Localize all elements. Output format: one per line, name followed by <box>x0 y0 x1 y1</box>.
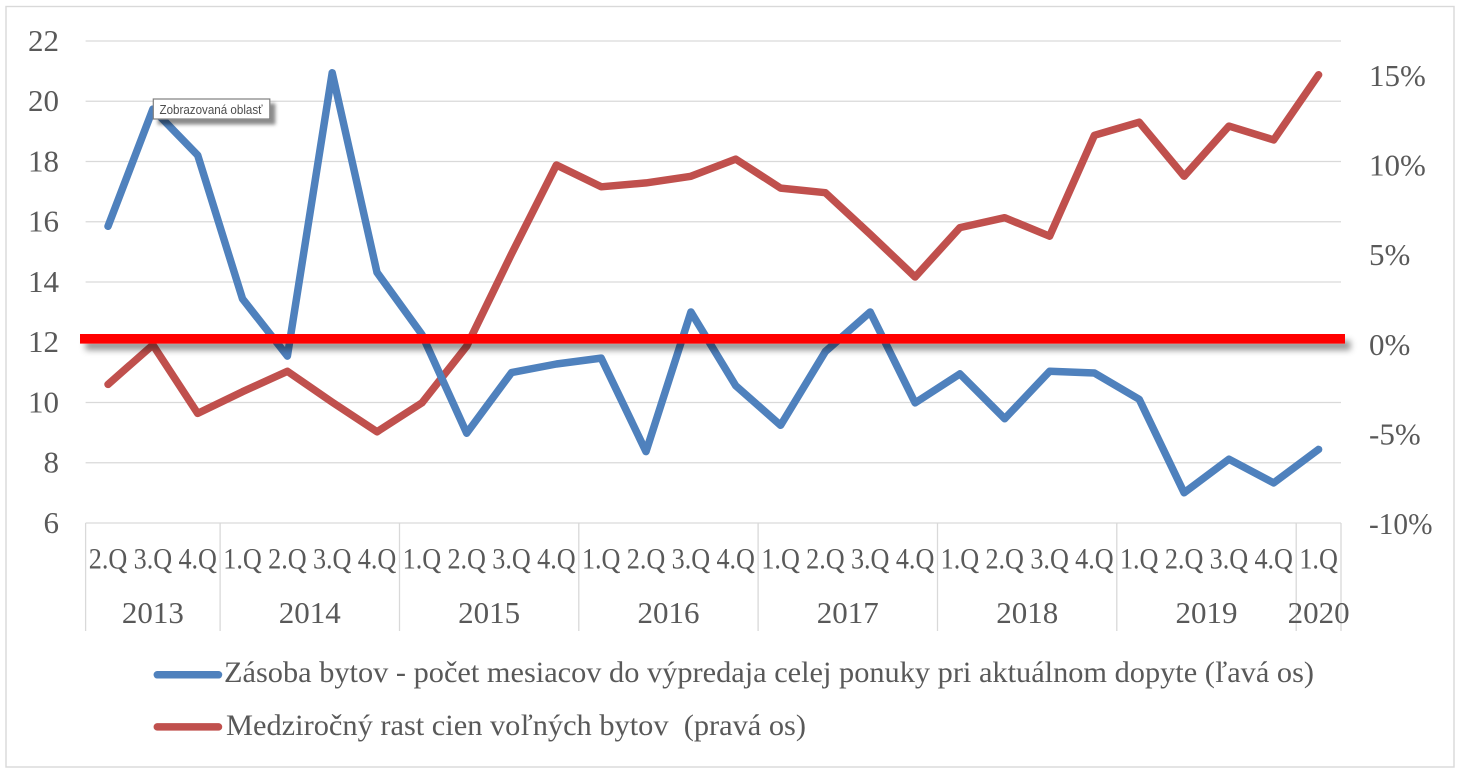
svg-text:2.Q: 2.Q <box>268 543 307 576</box>
svg-text:Zásoba bytov - počet mesiacov: Zásoba bytov - počet mesiacov do výpreda… <box>224 657 1314 689</box>
svg-text:2013: 2013 <box>122 595 184 630</box>
svg-text:2.Q: 2.Q <box>985 543 1024 576</box>
svg-text:16: 16 <box>28 204 59 239</box>
svg-text:6: 6 <box>44 505 60 540</box>
svg-text:3.Q: 3.Q <box>851 543 890 576</box>
svg-text:5%: 5% <box>1369 237 1410 272</box>
svg-text:2015: 2015 <box>458 595 520 630</box>
svg-text:4.Q: 4.Q <box>537 543 576 576</box>
svg-text:3.Q: 3.Q <box>1210 543 1249 576</box>
svg-text:1.Q: 1.Q <box>223 543 262 576</box>
svg-text:2014: 2014 <box>279 595 342 630</box>
svg-text:2019: 2019 <box>1176 595 1238 630</box>
svg-text:12: 12 <box>28 324 59 359</box>
svg-text:2020: 2020 <box>1288 595 1350 630</box>
svg-text:15%: 15% <box>1369 58 1426 93</box>
svg-text:20: 20 <box>28 83 59 118</box>
svg-text:22: 22 <box>28 23 59 58</box>
svg-text:3.Q: 3.Q <box>672 543 711 576</box>
svg-text:-5%: -5% <box>1369 417 1421 452</box>
svg-text:0%: 0% <box>1369 327 1410 362</box>
svg-text:14: 14 <box>28 264 60 299</box>
svg-text:3.Q: 3.Q <box>134 543 173 576</box>
svg-text:3.Q: 3.Q <box>492 543 531 576</box>
svg-text:1.Q: 1.Q <box>941 543 980 576</box>
svg-text:4.Q: 4.Q <box>1075 543 1114 576</box>
svg-text:1.Q: 1.Q <box>1299 543 1338 576</box>
svg-text:3.Q: 3.Q <box>1030 543 1069 576</box>
svg-text:8: 8 <box>44 445 60 480</box>
svg-text:4.Q: 4.Q <box>178 543 217 576</box>
svg-text:2.Q: 2.Q <box>447 543 486 576</box>
svg-text:1.Q: 1.Q <box>403 543 442 576</box>
svg-text:2016: 2016 <box>638 595 700 630</box>
svg-text:2017: 2017 <box>817 595 879 630</box>
svg-text:4.Q: 4.Q <box>716 543 755 576</box>
svg-text:Medziročný rast cien voľných b: Medziročný rast cien voľných bytov (prav… <box>226 710 806 742</box>
svg-text:2.Q: 2.Q <box>806 543 845 576</box>
svg-text:4.Q: 4.Q <box>1254 543 1293 576</box>
svg-text:4.Q: 4.Q <box>358 543 397 576</box>
svg-text:2018: 2018 <box>996 595 1058 630</box>
svg-text:1.Q: 1.Q <box>1120 543 1159 576</box>
svg-text:Zobrazovaná oblasť: Zobrazovaná oblasť <box>160 102 263 117</box>
svg-text:3.Q: 3.Q <box>313 543 352 576</box>
svg-text:1.Q: 1.Q <box>582 543 621 576</box>
svg-text:10%: 10% <box>1369 148 1426 183</box>
svg-text:1.Q: 1.Q <box>761 543 800 576</box>
svg-text:-10%: -10% <box>1369 506 1433 541</box>
svg-text:2.Q: 2.Q <box>89 543 128 576</box>
svg-text:2.Q: 2.Q <box>1165 543 1204 576</box>
svg-text:4.Q: 4.Q <box>896 543 935 576</box>
svg-text:2.Q: 2.Q <box>627 543 666 576</box>
svg-text:10: 10 <box>28 384 59 419</box>
svg-text:18: 18 <box>28 143 59 178</box>
